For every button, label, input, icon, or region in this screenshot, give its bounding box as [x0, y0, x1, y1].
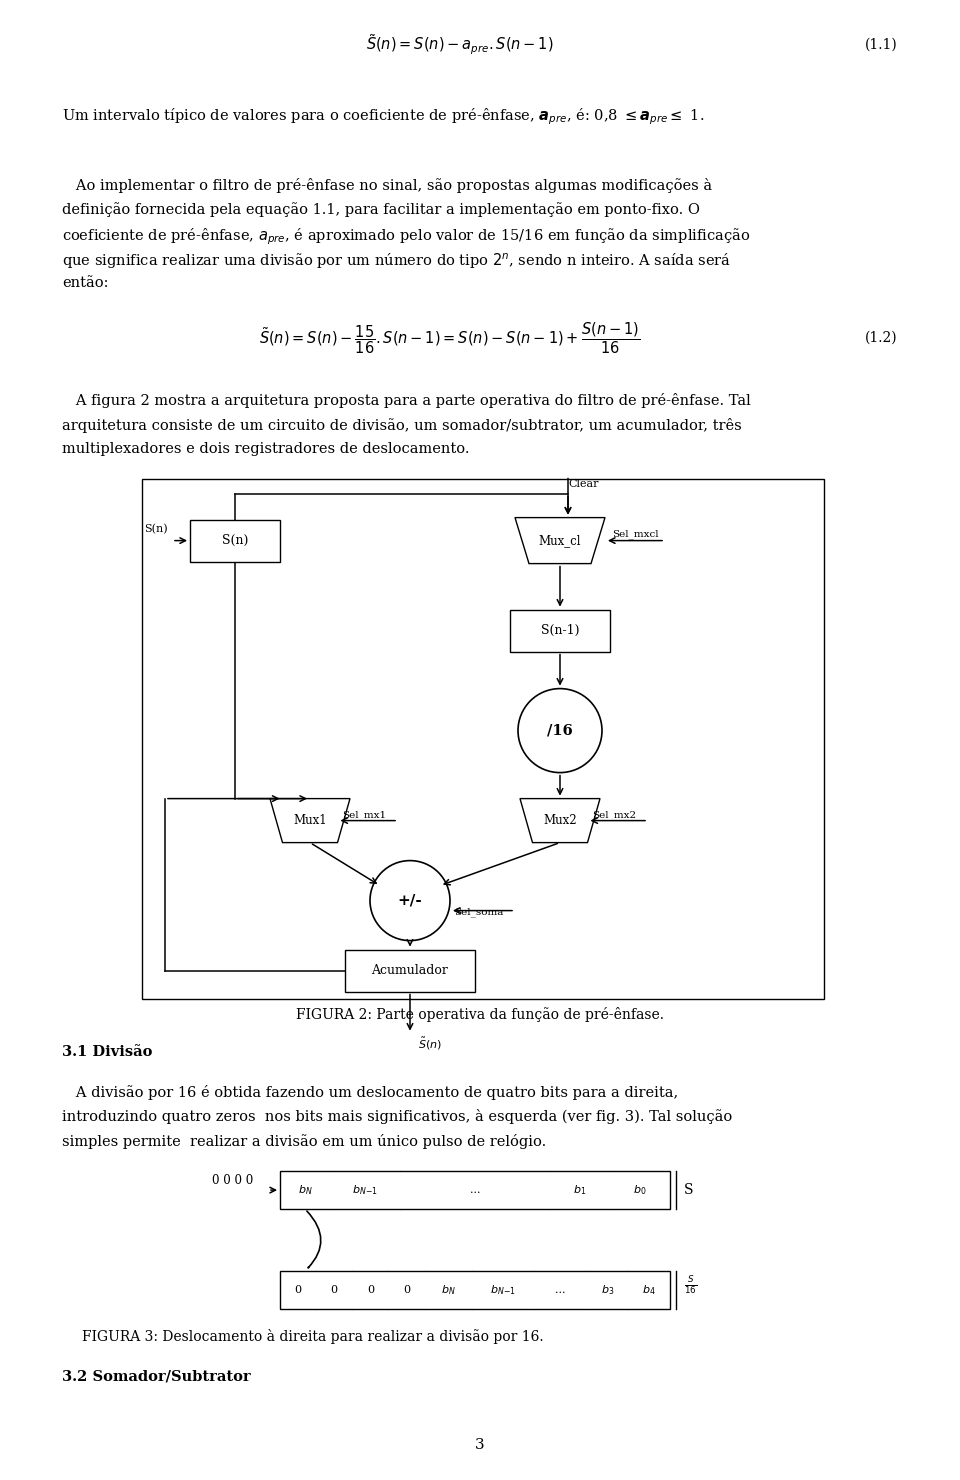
- Bar: [190, 519, 280, 561]
- Polygon shape: [270, 799, 350, 842]
- Text: $\tilde{S}(n) = S(n) - \dfrac{15}{16}.S(n-1) = S(n) - S(n-1) + \dfrac{S(n-1)}{16: $\tilde{S}(n) = S(n) - \dfrac{15}{16}.S(…: [259, 320, 640, 355]
- Text: $b_0$: $b_0$: [634, 1183, 647, 1197]
- Text: S(n): S(n): [144, 524, 168, 534]
- Text: 3.1 Divisão: 3.1 Divisão: [62, 1045, 153, 1058]
- Text: ...: ...: [469, 1185, 480, 1194]
- Polygon shape: [515, 518, 605, 564]
- Circle shape: [370, 860, 450, 941]
- Text: S(n): S(n): [222, 534, 249, 548]
- Text: $\frac{S}{16}$: $\frac{S}{16}$: [684, 1274, 697, 1296]
- Text: $b_{N\!-\!1}$: $b_{N\!-\!1}$: [490, 1283, 516, 1296]
- Text: Sel_soma: Sel_soma: [454, 907, 503, 918]
- Text: $b_3$: $b_3$: [601, 1283, 613, 1296]
- Text: /16: /16: [547, 724, 573, 737]
- Text: S: S: [684, 1183, 693, 1197]
- Text: +/-: +/-: [397, 894, 422, 907]
- Text: Clear: Clear: [568, 478, 598, 488]
- Text: $\tilde{S}(n)$: $\tilde{S}(n)$: [418, 1036, 442, 1052]
- Text: (1.1): (1.1): [865, 37, 898, 52]
- FancyArrowPatch shape: [307, 1211, 321, 1268]
- Text: arquitetura consiste de um circuito de divisão, um somador/subtrator, um acumula: arquitetura consiste de um circuito de d…: [62, 417, 742, 432]
- Text: ...: ...: [555, 1285, 565, 1295]
- Text: que significa realizar uma divisão por um número do tipo $2^n$, sendo n inteiro.: que significa realizar uma divisão por u…: [62, 252, 732, 271]
- Text: simples permite  realizar a divisão em um único pulso de relógio.: simples permite realizar a divisão em um…: [62, 1134, 546, 1148]
- Text: (1.2): (1.2): [865, 332, 898, 345]
- Text: S(n-1): S(n-1): [540, 625, 579, 636]
- Text: FIGURA 2: Parte operativa da função de pré-ênfase.: FIGURA 2: Parte operativa da função de p…: [296, 1006, 664, 1021]
- Bar: [280, 1171, 670, 1209]
- Bar: [280, 1271, 670, 1310]
- Bar: [142, 478, 824, 999]
- Text: FIGURA 3: Deslocamento à direita para realizar a divisão por 16.: FIGURA 3: Deslocamento à direita para re…: [82, 1329, 543, 1344]
- Text: Sel_mxcl: Sel_mxcl: [612, 530, 659, 539]
- Text: Mux_cl: Mux_cl: [539, 534, 581, 548]
- Text: 3.2 Somador/Subtrator: 3.2 Somador/Subtrator: [62, 1369, 251, 1384]
- Text: Ao implementar o filtro de pré-ênfase no sinal, são propostas algumas modificaçõ: Ao implementar o filtro de pré-ênfase no…: [62, 178, 712, 192]
- Text: definição fornecida pela equação 1.1, para facilitar a implementação em ponto-fi: definição fornecida pela equação 1.1, pa…: [62, 203, 700, 218]
- Text: A figura 2 mostra a arquitetura proposta para a parte operativa do filtro de pré: A figura 2 mostra a arquitetura proposta…: [62, 394, 751, 408]
- Text: Sel_mx2: Sel_mx2: [592, 811, 636, 820]
- Text: coeficiente de pré-ênfase, $a_{pre}$, é aproximado pelo valor de 15/16 em função: coeficiente de pré-ênfase, $a_{pre}$, é …: [62, 226, 751, 247]
- Text: $b_{N\!-\!1}$: $b_{N\!-\!1}$: [352, 1183, 378, 1197]
- Text: 3: 3: [475, 1439, 485, 1452]
- Text: 0: 0: [295, 1285, 301, 1295]
- Text: 0 0 0 0: 0 0 0 0: [212, 1174, 253, 1187]
- Text: multiplexadores e dois registradores de deslocamento.: multiplexadores e dois registradores de …: [62, 443, 469, 456]
- Text: Mux1: Mux1: [293, 814, 326, 827]
- Text: Um intervalo típico de valores para o coeficiente de pré-ênfase, $\boldsymbol{a}: Um intervalo típico de valores para o co…: [62, 107, 705, 127]
- Text: 0: 0: [367, 1285, 374, 1295]
- Text: $b_N$: $b_N$: [441, 1283, 456, 1296]
- Text: $b_1$: $b_1$: [573, 1183, 587, 1197]
- Text: introduzindo quatro zeros  nos bits mais significativos, à esquerda (ver fig. 3): introduzindo quatro zeros nos bits mais …: [62, 1109, 732, 1125]
- Polygon shape: [520, 799, 600, 842]
- Bar: [510, 610, 610, 651]
- Text: $b_4$: $b_4$: [642, 1283, 656, 1296]
- Text: Sel_mx1: Sel_mx1: [342, 811, 386, 820]
- Text: A divisão por 16 é obtida fazendo um deslocamento de quatro bits para a direita,: A divisão por 16 é obtida fazendo um des…: [62, 1085, 679, 1100]
- Text: 0: 0: [403, 1285, 410, 1295]
- Text: Mux2: Mux2: [543, 814, 577, 827]
- Text: 0: 0: [330, 1285, 338, 1295]
- Bar: [345, 950, 475, 992]
- Text: então:: então:: [62, 275, 108, 290]
- Text: Acumulador: Acumulador: [372, 963, 448, 977]
- Text: $b_N$: $b_N$: [298, 1183, 312, 1197]
- Circle shape: [518, 688, 602, 773]
- Text: $\tilde{S}(n) = S(n) - a_{pre}.S(n-1)$: $\tilde{S}(n) = S(n) - a_{pre}.S(n-1)$: [366, 33, 554, 56]
